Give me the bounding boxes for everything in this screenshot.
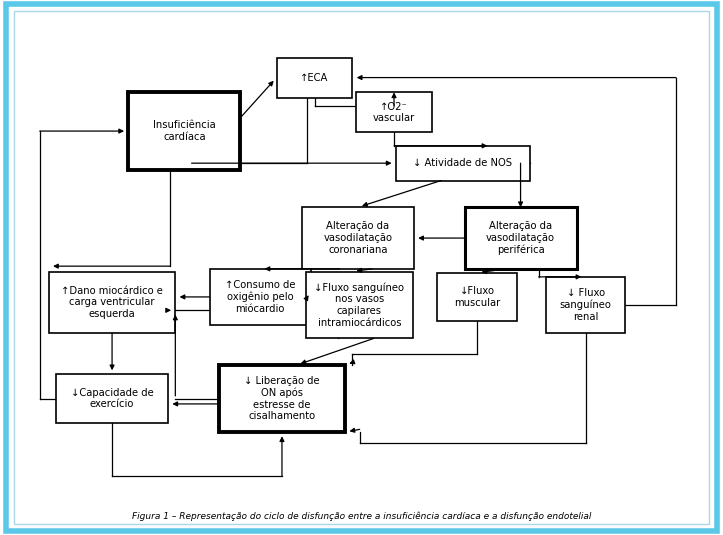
Bar: [49, 271, 175, 333]
Text: ↑Consumo de
oxigênio pelo
miócardio: ↑Consumo de oxigênio pelo miócardio: [225, 280, 296, 314]
Text: ↓ Fluxo
sanguíneo
renal: ↓ Fluxo sanguíneo renal: [560, 288, 612, 322]
Text: ↑O2⁻
vascular: ↑O2⁻ vascular: [373, 102, 415, 123]
Bar: [56, 374, 168, 423]
Text: ↓Fluxo
muscular: ↓Fluxo muscular: [454, 286, 500, 308]
Text: Alteração da
vasodilatação
coronariana: Alteração da vasodilatação coronariana: [323, 221, 393, 255]
Bar: [464, 207, 577, 269]
Bar: [277, 57, 353, 97]
Text: ↓Fluxo sanguíneo
nos vasos
capilares
intramiocárdicos: ↓Fluxo sanguíneo nos vasos capilares int…: [315, 282, 404, 327]
Bar: [396, 146, 529, 181]
Bar: [218, 365, 346, 432]
Text: ↓ Liberação de
ON após
estresse de
cisalhamento: ↓ Liberação de ON após estresse de cisal…: [244, 376, 320, 421]
Text: ↑ECA: ↑ECA: [300, 73, 329, 82]
Text: ↓ Atividade de NOS: ↓ Atividade de NOS: [414, 158, 512, 168]
Text: Figura 1 – Representação do ciclo de disfunção entre a insuficiência cardíaca e : Figura 1 – Representação do ciclo de dis…: [132, 511, 591, 521]
Text: ↑Dano miocárdico e
carga ventricular
esquerda: ↑Dano miocárdico e carga ventricular esq…: [61, 286, 163, 319]
Bar: [129, 92, 240, 170]
Bar: [356, 92, 432, 132]
Text: Insuficiência
cardíaca: Insuficiência cardíaca: [153, 120, 215, 142]
Bar: [546, 277, 625, 333]
Text: ↓Capacidade de
exercício: ↓Capacidade de exercício: [71, 388, 153, 409]
Bar: [210, 269, 311, 325]
Bar: [437, 273, 517, 321]
Bar: [306, 272, 413, 339]
Text: Alteração da
vasodilatação
periférica: Alteração da vasodilatação periférica: [486, 221, 555, 255]
Bar: [302, 207, 414, 269]
